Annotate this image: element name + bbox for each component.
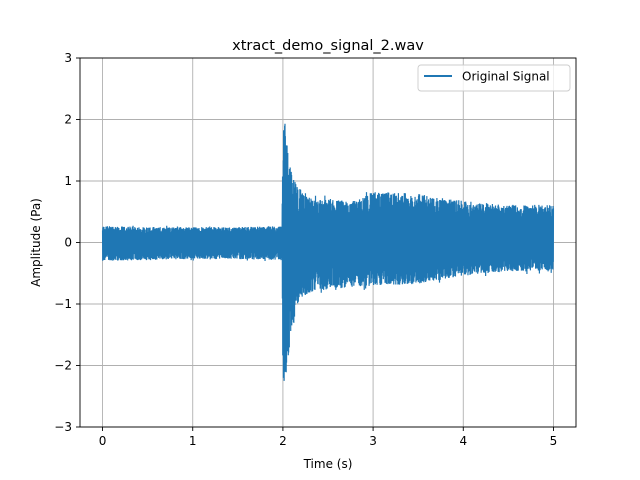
- x-tick-label: 5: [550, 434, 558, 448]
- x-tick-label: 3: [369, 434, 377, 448]
- y-tick-label: 1: [64, 174, 72, 188]
- x-tick-label: 4: [459, 434, 467, 448]
- signal-line: [101, 123, 555, 381]
- y-tick-label: −3: [54, 420, 72, 434]
- y-tick-label: 3: [64, 51, 72, 65]
- x-tick-label: 0: [99, 434, 107, 448]
- x-tick-label: 1: [189, 434, 197, 448]
- legend-label: Original Signal: [462, 70, 550, 84]
- axis-ticks: 0 1 2 3 4 5 −3 −2 −1 0 1 2 3: [54, 51, 557, 448]
- x-axis-label: Time (s): [303, 457, 353, 471]
- chart-title: xtract_demo_signal_2.wav: [232, 38, 424, 54]
- y-tick-label: −1: [54, 297, 72, 311]
- legend-box: [417, 64, 571, 92]
- y-tick-label: 2: [64, 113, 72, 127]
- y-axis-label: Amplitude (Pa): [29, 198, 43, 287]
- x-tick-label: 2: [279, 434, 287, 448]
- signal-series: [101, 123, 555, 381]
- y-tick-label: 0: [64, 236, 72, 250]
- y-tick-label: −2: [54, 359, 72, 373]
- legend: Original Signal: [417, 64, 571, 92]
